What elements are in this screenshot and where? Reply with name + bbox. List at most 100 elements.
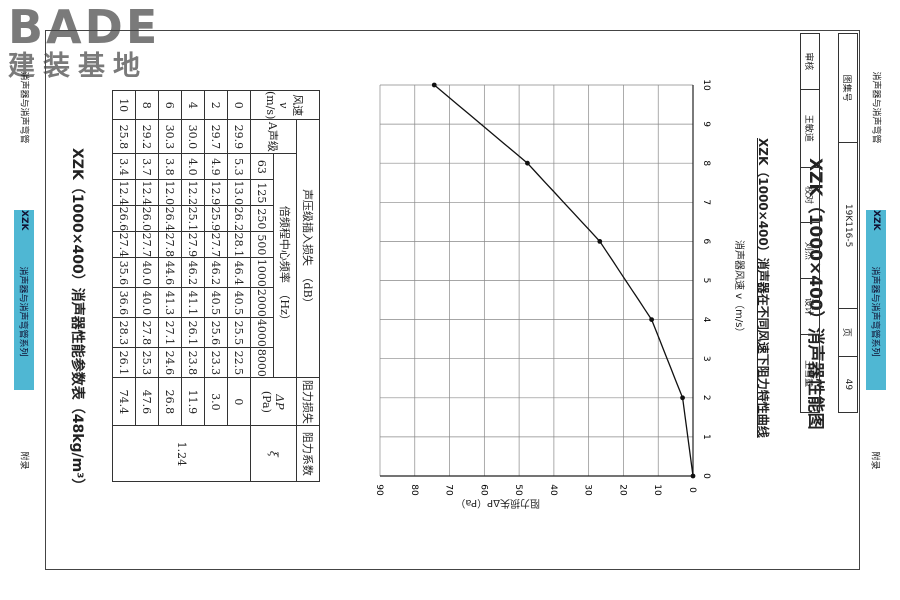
cell-freq: 4.9 [204, 153, 228, 180]
table-title: XZK（1000×400）消声器性能参数表（48kg/m³） [69, 148, 85, 493]
atlas-label: 图集号 [838, 33, 858, 143]
left-tab-code: XZK [19, 210, 29, 231]
velocity-symbol: v [277, 102, 290, 109]
velocity-unit: (m/s) [264, 91, 277, 120]
cell-freq: 26.0 [135, 205, 159, 232]
dp-symbol: ΔP [273, 394, 287, 410]
cell-freq: 27.8 [158, 231, 182, 258]
cell-dp: 3.0 [204, 377, 228, 426]
chart-title: XZK（1000×400）消声器在不同风速下阻力特性曲线 [756, 138, 770, 438]
dp-header: ΔP (Pa) [250, 377, 297, 426]
cell-freq: 27.7 [204, 231, 228, 258]
cell-freq: 12.0 [158, 179, 182, 206]
cell-coef: 1.24 [112, 425, 251, 482]
table-row: 2 29.7 4.9 12.9 25.9 27.7 46.2 40.5 25.6… [204, 90, 228, 482]
cell-freq: 27.8 [135, 317, 159, 348]
cell-velocity: 8 [135, 90, 159, 120]
cell-freq: 26.4 [158, 205, 182, 232]
cell-a-level: 25.8 [112, 119, 136, 154]
cell-freq: 26.1 [112, 347, 136, 378]
cell-freq: 4.0 [181, 153, 205, 180]
sound-loss-header: 声压级插入损失 （dB） [296, 119, 320, 378]
cell-freq: 27.7 [135, 231, 159, 258]
freq-header: 4000 [250, 317, 274, 348]
cell-freq: 25.3 [135, 347, 159, 378]
cell-freq: 26.2 [227, 205, 251, 232]
cell-freq: 40.5 [204, 287, 228, 318]
atlas-number: 19K116-5 [838, 142, 858, 309]
right-section-tab: XZK 消声器与消声弯管系列 [866, 210, 886, 390]
cell-freq: 40.5 [227, 287, 251, 318]
cell-freq: 41.1 [181, 287, 205, 318]
cell-freq: 46.2 [181, 257, 205, 288]
table-row: 0 29.9 5.3 13.0 26.2 28.1 46.4 40.5 25.5… [112, 90, 251, 482]
cell-velocity: 0 [227, 90, 251, 120]
check-label: 校对 [800, 167, 820, 223]
cell-freq: 12.2 [181, 179, 205, 206]
right-tab-code: XZK [871, 210, 881, 231]
page-label: 页 [838, 308, 858, 357]
cell-freq: 13.0 [227, 179, 251, 206]
cell-a-level: 29.2 [135, 119, 159, 154]
cell-freq: 25.5 [227, 317, 251, 348]
left-margin-top-label: 消声器与消声弯管 [18, 71, 29, 144]
designer-name: 王雪童 [800, 334, 820, 413]
chart-xlabel: 消声器风速 v（m/s） [733, 240, 744, 338]
freq-header: 500 [250, 231, 274, 258]
right-tab-label: 消声器与消声弯管系列 [869, 266, 880, 357]
left-margin-bottom-label: 附录 [18, 451, 29, 470]
freq-header: 250 [250, 205, 274, 232]
review-label: 审核 [800, 33, 820, 90]
cell-velocity: 10 [112, 90, 136, 120]
cell-freq: 41.3 [158, 287, 182, 318]
freq-header: 8000 [250, 347, 274, 378]
design-label: 设计 [800, 278, 820, 335]
cell-freq: 36.6 [112, 287, 136, 318]
cell-freq: 26.6 [112, 205, 136, 232]
octave-header: 倍频程中心频率 （Hz） [273, 153, 297, 378]
cell-freq: 3.4 [112, 153, 136, 180]
xi-header: ξ [250, 425, 297, 482]
parameter-table: 风速 v (m/s) 声压级插入损失 （dB） 阻力损失 阻力系数 A声级 倍频… [112, 90, 320, 482]
cell-freq: 27.4 [112, 231, 136, 258]
cell-a-level: 29.7 [204, 119, 228, 154]
cell-freq: 12.4 [112, 179, 136, 206]
freq-header: 1000 [250, 257, 274, 288]
table-row: 8 29.2 3.7 12.4 26.0 27.7 40.0 40.0 27.8… [135, 90, 159, 482]
left-section-tab: XZK 消声器与消声弯管系列 [14, 210, 34, 390]
table-row: 10 25.8 3.4 12.4 26.6 27.4 35.6 36.6 28.… [112, 90, 136, 482]
page-number: 49 [838, 356, 858, 413]
cell-freq: 44.6 [158, 257, 182, 288]
cell-freq: 35.6 [112, 257, 136, 288]
cell-freq: 28.1 [227, 231, 251, 258]
cell-freq: 5.3 [227, 153, 251, 180]
signature-table: 审核 王敏道 校对 刘杰 设计 王雪童 [800, 33, 820, 413]
cell-freq: 46.4 [227, 257, 251, 288]
cell-freq: 28.3 [112, 317, 136, 348]
dp-unit: (Pa) [260, 390, 274, 413]
cell-a-level: 29.9 [227, 119, 251, 154]
cell-dp: 47.6 [135, 377, 159, 426]
cell-freq: 25.9 [204, 205, 228, 232]
logo-text-en: BADE [8, 0, 161, 54]
cell-a-level: 30.0 [181, 119, 205, 154]
resistance-coef-header: 阻力系数 [296, 425, 320, 482]
reviewer-name: 王敏道 [800, 89, 820, 168]
right-margin-bottom-label: 附录 [869, 451, 880, 470]
cell-freq: 26.1 [181, 317, 205, 348]
logo-text-cn: 建装基地 [8, 51, 148, 82]
cell-freq: 25.1 [181, 205, 205, 232]
cell-dp: 11.9 [181, 377, 205, 426]
parameter-table-wrap: 风速 v (m/s) 声压级插入损失 （dB） 阻力损失 阻力系数 A声级 倍频… [100, 90, 320, 520]
drawing-frame [45, 30, 860, 570]
cell-freq: 40.0 [135, 257, 159, 288]
freq-header: 63 [250, 153, 274, 180]
title-block-table: 图集号 19K116-5 页 49 [838, 33, 858, 413]
velocity-header: 风速 v (m/s) [250, 90, 320, 120]
brand-logo: BADE 建装基地 [8, 4, 178, 84]
cell-a-level: 30.3 [158, 119, 182, 154]
cell-freq: 23.3 [204, 347, 228, 378]
cell-freq: 3.7 [135, 153, 159, 180]
cell-freq: 12.4 [135, 179, 159, 206]
cell-dp: 74.4 [112, 377, 136, 426]
